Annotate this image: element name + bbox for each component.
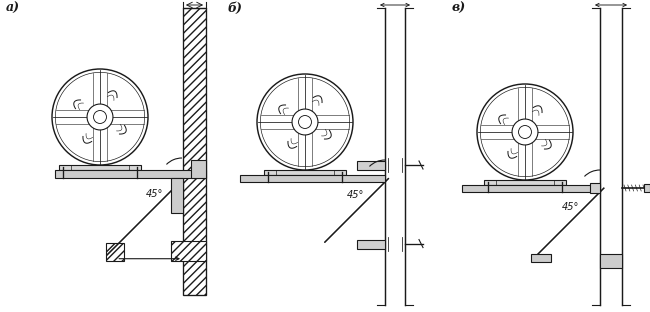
Bar [462,185,600,192]
Bar [107,243,124,261]
Circle shape [292,109,318,135]
Text: б): б) [228,2,243,15]
Bar [600,254,622,268]
Bar [531,254,551,262]
Text: 45°: 45° [347,190,365,200]
Bar [171,178,183,213]
Circle shape [477,84,573,180]
Polygon shape [532,188,605,260]
Bar [590,183,600,193]
Circle shape [257,74,353,170]
Bar [264,170,346,175]
Bar [357,161,385,170]
Polygon shape [324,178,389,242]
Bar [240,175,385,182]
Bar [644,184,650,192]
Polygon shape [107,175,187,255]
Bar [55,170,206,178]
Bar [357,240,385,249]
Circle shape [512,119,538,145]
Text: 45°: 45° [562,202,579,212]
Text: в): в) [452,2,466,15]
Bar [484,180,566,185]
Text: 45°: 45° [146,189,163,199]
Bar [171,241,206,261]
Text: а): а) [6,2,20,15]
Bar [191,160,206,178]
Bar [183,8,206,295]
Circle shape [52,69,148,165]
Bar [59,165,141,170]
Circle shape [87,104,113,130]
